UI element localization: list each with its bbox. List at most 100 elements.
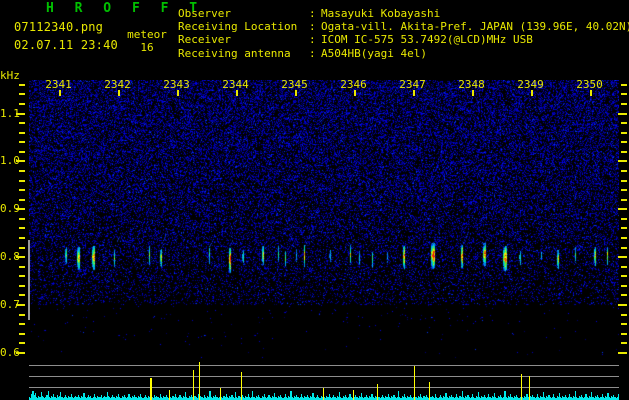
- amplitude-bar: [153, 395, 156, 400]
- amplitude-bar: [57, 397, 60, 400]
- amplitude-bar: [143, 397, 145, 400]
- amplitude-bar: [526, 394, 528, 400]
- amplitude-bar: [517, 397, 519, 400]
- amplitude-bar: [387, 394, 389, 400]
- yaxis-major-tick-right: [618, 208, 627, 211]
- amplitude-bar: [357, 398, 359, 400]
- amplitude-bar: [408, 397, 410, 400]
- amplitude-bar: [421, 397, 423, 400]
- amplitude-bar: [561, 398, 563, 400]
- amplitude-bar: [140, 394, 142, 400]
- amplitude-bar: [187, 398, 189, 400]
- yaxis-minor-tick: [19, 131, 25, 134]
- amplitude-bar: [53, 394, 55, 400]
- amplitude-bar: [78, 397, 80, 400]
- amplitude-bar: [69, 397, 71, 400]
- amplitude-bar: [262, 397, 264, 400]
- yaxis-major-tick-right: [618, 303, 627, 306]
- amplitude-bar: [518, 398, 520, 400]
- amplitude-bar: [189, 397, 191, 400]
- amplitude-bar: [196, 398, 198, 400]
- amplitude-bar: [569, 394, 571, 400]
- yaxis-minor-tick-right: [621, 93, 627, 96]
- amplitude-bar: [212, 396, 215, 400]
- metadata-row-receiver: Receiver : ICOM IC-575 53.7492(@LCD)MHz …: [178, 33, 629, 46]
- yaxis-minor-tick: [19, 294, 25, 297]
- xaxis-tick: [353, 90, 356, 96]
- amplitude-bar: [254, 398, 256, 400]
- amplitude-bar: [273, 397, 275, 400]
- amplitude-bar: [241, 395, 244, 400]
- amplitude-bar: [399, 397, 401, 400]
- amplitude-bar: [467, 395, 469, 400]
- amplitude-bar: [218, 397, 220, 400]
- yaxis-minor-tick: [19, 179, 25, 182]
- amplitude-bar: [175, 397, 178, 400]
- amplitude-bar: [186, 397, 188, 400]
- amplitude-bar: [542, 392, 544, 400]
- amplitude-bar: [520, 374, 522, 400]
- yaxis-minor-tick-right: [621, 83, 627, 86]
- amplitude-bar: [167, 398, 169, 400]
- amplitude-bar: [588, 396, 591, 400]
- yaxis-tick-label: 0.6: [0, 345, 20, 359]
- amplitude-bar: [90, 396, 92, 400]
- yaxis-minor-tick: [19, 323, 25, 326]
- amplitude-bar: [252, 391, 254, 400]
- amplitude-bar: [504, 391, 506, 400]
- yaxis-major-tick: [16, 112, 25, 115]
- amplitude-bar: [113, 397, 115, 400]
- yaxis-major-tick-right: [618, 351, 627, 354]
- amplitude-bar: [38, 396, 40, 400]
- amplitude-bar: [120, 398, 122, 400]
- amplitude-bar: [341, 398, 343, 400]
- yaxis-minor-tick: [19, 332, 25, 335]
- amplitude-bar: [531, 397, 533, 400]
- amplitude-bar: [232, 397, 234, 400]
- amplitude-bar: [89, 397, 91, 400]
- amplitude-bar: [268, 395, 270, 400]
- amplitude-bar: [284, 394, 286, 400]
- amplitude-bar: [125, 397, 127, 400]
- yaxis-minor-tick-right: [621, 246, 627, 249]
- amplitude-bar: [513, 396, 515, 400]
- amplitude-bar: [439, 395, 441, 400]
- amplitude-bar: [230, 397, 232, 400]
- amplitude-bar: [485, 398, 488, 400]
- amplitude-bar: [310, 396, 312, 400]
- amplitude-bar: [156, 396, 158, 400]
- yaxis-minor-tick: [19, 93, 25, 96]
- observation-metadata: Observer : Masayuki Kobayashi Receiving …: [178, 7, 629, 60]
- amplitude-bar: [253, 397, 255, 400]
- metadata-value: A504HB(yagi 4el): [321, 46, 427, 60]
- amplitude-bar: [505, 397, 507, 400]
- amplitude-bar: [393, 395, 395, 400]
- amplitude-bar: [85, 398, 87, 400]
- amplitude-bar: [380, 397, 382, 400]
- yaxis-minor-tick: [19, 217, 25, 220]
- amplitude-bar: [248, 397, 250, 400]
- amplitude-bar: [66, 397, 68, 400]
- yaxis-minor-tick: [19, 313, 25, 316]
- amplitude-bar: [333, 395, 335, 400]
- amplitude-bar: [181, 398, 183, 400]
- amplitude-bar: [521, 397, 523, 400]
- spectrogram-signal-canvas: [29, 80, 619, 360]
- amplitude-bar: [302, 397, 304, 400]
- amplitude-bar: [424, 397, 426, 400]
- amplitude-bar: [131, 396, 134, 400]
- xaxis-tick-label: 2349: [517, 78, 544, 91]
- xaxis-tick-label: 2348: [458, 78, 485, 91]
- amplitude-bar: [202, 398, 204, 400]
- amplitude-bar: [111, 397, 113, 400]
- amplitude-bar: [498, 397, 500, 400]
- amplitude-bar: [497, 396, 499, 400]
- amplitude-bar: [529, 396, 532, 400]
- amplitude-bar: [358, 396, 360, 400]
- amplitude-bar: [207, 396, 209, 400]
- amplitude-bar: [388, 397, 390, 400]
- amplitude-bar: [608, 397, 610, 400]
- amplitude-bar: [82, 397, 84, 400]
- amplitude-bar: [269, 397, 271, 400]
- amplitude-bar: [107, 396, 109, 400]
